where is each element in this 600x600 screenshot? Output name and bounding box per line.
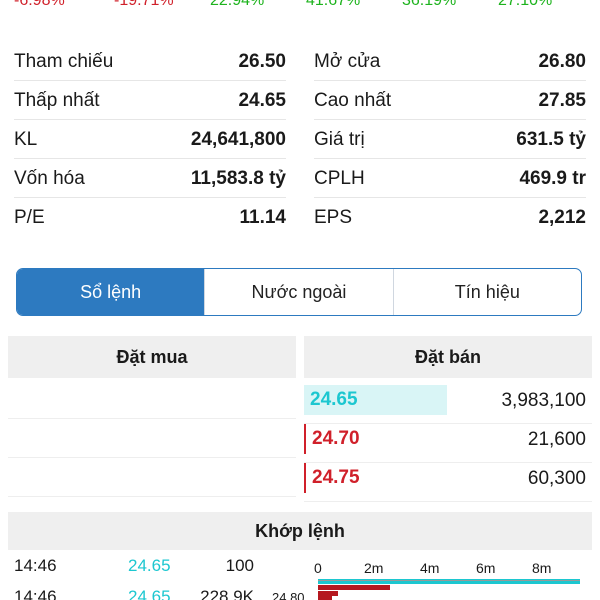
sell-volume: 60,300	[527, 468, 586, 489]
stat-thap-nhat: Thấp nhất 24.65	[14, 81, 286, 120]
perf-value: 36.19%	[402, 0, 457, 9]
stat-label: KL	[14, 129, 38, 150]
axis-tick: 8m	[532, 560, 552, 576]
sell-order-row: 24.65 3,983,100	[304, 385, 592, 424]
stats-row: KL 24,641,800 Giá trị 631.5 tỷ	[14, 120, 586, 159]
perf-value: -19.71%	[114, 0, 174, 9]
perf-value: -6.98%	[14, 0, 65, 9]
stat-value: 24,641,800	[190, 129, 286, 150]
stat-kl: KL 24,641,800	[14, 120, 286, 159]
sell-volume: 21,600	[527, 429, 586, 450]
trade-time: 14:46	[14, 556, 57, 575]
price-label: 24.80	[272, 590, 305, 600]
stat-cplh: CPLH 469.9 tr	[314, 159, 586, 198]
buy-order-row	[8, 458, 296, 497]
axis-line	[318, 580, 580, 581]
buy-order-row	[8, 380, 296, 419]
stat-value: 631.5 tỷ	[516, 129, 586, 150]
stat-label: Thấp nhất	[14, 90, 100, 111]
performance-strip: -6.98% -19.71% 22.94% 41.67% 36.19% 27.1…	[0, 0, 600, 14]
stat-value: 11.14	[239, 207, 287, 228]
stat-value: 469.9 tr	[519, 168, 586, 189]
sell-orders-header: Đặt bán	[304, 336, 592, 378]
volume-bar	[318, 591, 338, 596]
stat-label: Vốn hóa	[14, 168, 85, 189]
stats-row: Vốn hóa 11,583.8 tỷ CPLH 469.9 tr	[14, 159, 586, 198]
sell-price: 24.65	[304, 385, 447, 415]
stats-row: Tham chiếu 26.50 Mở cửa 26.80	[14, 42, 586, 81]
perf-value: 22.94%	[210, 0, 265, 9]
tab-nuoc-ngoai[interactable]: Nước ngoài	[204, 269, 392, 315]
stats-row: P/E 11.14 EPS 2,212	[14, 198, 586, 237]
volume-bar	[318, 579, 580, 584]
axis-tick: 2m	[364, 560, 384, 576]
tab-so-lenh[interactable]: Sổ lệnh	[17, 269, 205, 315]
axis-tick: 0	[314, 560, 322, 576]
stat-label: Tham chiếu	[14, 51, 114, 72]
segmented-tabs: Sổ lệnh Nước ngoài Tín hiệu	[16, 268, 582, 316]
sell-order-row: 24.70 21,600	[304, 424, 592, 463]
sell-order-row: 24.75 60,300	[304, 463, 592, 502]
buy-order-row	[8, 419, 296, 458]
volume-bar	[318, 585, 390, 590]
stock-stats: Tham chiếu 26.50 Mở cửa 26.80 Thấp nhất …	[14, 42, 586, 237]
perf-value: 41.67%	[306, 0, 361, 9]
sell-price: 24.70	[304, 424, 447, 454]
trade-row: 14:46 24.65 228.9K	[14, 582, 254, 600]
stat-pe: P/E 11.14	[14, 198, 286, 237]
matched-trades-header: Khớp lệnh	[8, 512, 592, 550]
trade-row: 14:46 24.65 100	[14, 551, 254, 581]
perf-value: 27.10%	[498, 0, 553, 9]
stat-gia-tri: Giá trị 631.5 tỷ	[314, 120, 586, 159]
stat-value: 11,583.8 tỷ	[190, 168, 286, 189]
stat-value: 2,212	[538, 207, 586, 228]
stat-von-hoa: Vốn hóa 11,583.8 tỷ	[14, 159, 286, 198]
axis-tick: 6m	[476, 560, 496, 576]
volume-bar	[318, 596, 332, 600]
volume-by-price-chart: 0 2m 4m 6m 8m 24.80	[272, 552, 590, 600]
stat-label: Mở cửa	[314, 51, 381, 72]
trade-time: 14:46	[14, 587, 57, 600]
stat-tham-chieu: Tham chiếu 26.50	[14, 42, 286, 81]
axis-tick: 4m	[420, 560, 440, 576]
stat-value: 26.50	[238, 51, 286, 72]
stat-label: CPLH	[314, 168, 365, 189]
trade-price: 24.65	[128, 587, 171, 600]
stat-value: 27.85	[538, 90, 586, 111]
stat-label: Cao nhất	[314, 90, 392, 111]
trade-volume: 100	[225, 556, 254, 575]
stat-label: P/E	[14, 207, 45, 228]
stat-value: 24.65	[238, 90, 286, 111]
stat-cao-nhat: Cao nhất 27.85	[314, 81, 586, 120]
stats-row: Thấp nhất 24.65 Cao nhất 27.85	[14, 81, 586, 120]
stat-mo-cua: Mở cửa 26.80	[314, 42, 586, 81]
buy-orders-header: Đặt mua	[8, 336, 296, 378]
stat-value: 26.80	[538, 51, 586, 72]
sell-volume: 3,983,100	[501, 390, 586, 411]
sell-price: 24.75	[304, 463, 447, 493]
trade-price: 24.65	[128, 556, 171, 575]
stat-eps: EPS 2,212	[314, 198, 586, 237]
trade-volume: 228.9K	[200, 587, 254, 600]
stat-label: Giá trị	[314, 129, 365, 150]
stat-label: EPS	[314, 207, 353, 228]
tab-tin-hieu[interactable]: Tín hiệu	[392, 269, 581, 315]
